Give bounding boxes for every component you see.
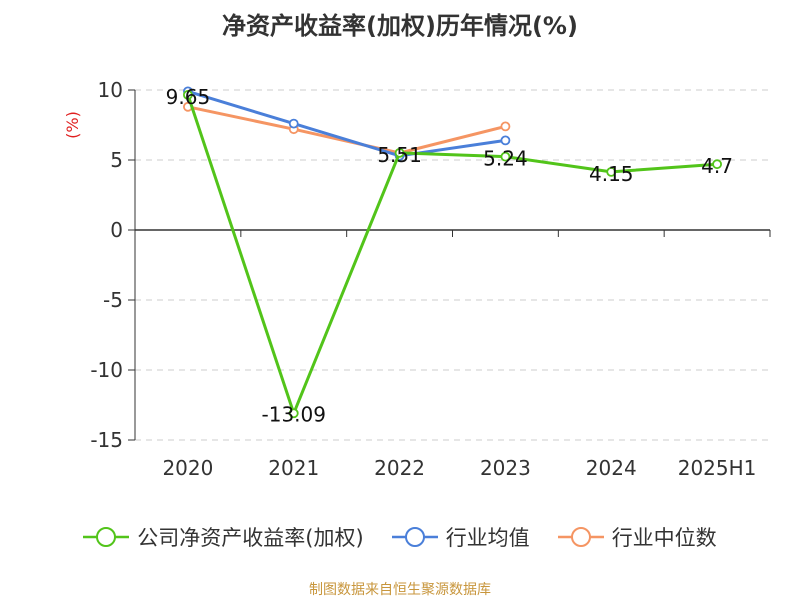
y-tick-label: 0 — [110, 218, 123, 242]
source-note: 制图数据来自恒生聚源数据库 — [309, 582, 491, 598]
legend-swatch — [83, 527, 130, 547]
legend-label: 行业中位数 — [611, 526, 717, 550]
y-tick-label: -15 — [90, 428, 123, 452]
grid-lines — [135, 89, 770, 441]
legend-label: 行业均值 — [445, 526, 530, 550]
data-point[interactable] — [288, 408, 299, 419]
x-tick-label: 2022 — [374, 456, 425, 480]
data-point[interactable] — [394, 147, 405, 158]
chart-title: 净资产收益率(加权)历年情况(%) — [222, 12, 578, 40]
x-tick-label: 2025H1 — [678, 456, 757, 480]
legend-item[interactable]: 公司净资产收益率(加权) — [83, 522, 364, 552]
y-tick-label: -10 — [90, 358, 123, 382]
data-point[interactable] — [500, 135, 511, 146]
data-label: 5.24 — [483, 147, 528, 171]
x-tick-label: 2021 — [268, 456, 319, 480]
y-tick-label: 10 — [98, 78, 123, 102]
y-tick-label: 5 — [110, 148, 123, 172]
legend[interactable]: 公司净资产收益率(加权) 行业均值 行业中位数 — [0, 520, 800, 554]
data-labels: 9.65 -13.09 5.51 5.24 4.15 4.7 — [166, 85, 733, 426]
legend-item[interactable]: 行业均值 — [391, 522, 530, 552]
data-point[interactable] — [183, 90, 193, 100]
data-label: 5.51 — [377, 143, 422, 167]
series-lines — [183, 86, 722, 419]
x-tick-label: 2023 — [480, 456, 531, 480]
data-label: 9.65 — [166, 85, 211, 109]
data-point[interactable] — [500, 151, 511, 162]
axes: 10 5 0 -5 -10 -15 2020 2021 2022 2023 2024 2025H1 (%… — [63, 78, 771, 480]
data-point[interactable] — [712, 159, 722, 170]
series-line-1 — [187, 89, 506, 158]
data-label: -13.09 — [262, 402, 326, 426]
data-point[interactable] — [500, 121, 511, 132]
data-label: 4.7 — [701, 154, 733, 178]
series-line-0 — [186, 94, 718, 415]
x-tick-label: 2024 — [586, 456, 637, 480]
data-label: 4.15 — [589, 162, 634, 186]
legend-label: 公司净资产收益率(加权) — [137, 526, 364, 550]
legend-item[interactable]: 行业中位数 — [557, 522, 717, 552]
x-tick-label: 2020 — [162, 456, 213, 480]
data-point[interactable] — [606, 166, 617, 177]
y-axis-label: (%) — [63, 111, 82, 139]
y-tick-label: -5 — [103, 288, 123, 312]
legend-swatch — [391, 527, 438, 547]
legend-swatch — [557, 527, 604, 547]
data-point[interactable] — [288, 118, 299, 129]
